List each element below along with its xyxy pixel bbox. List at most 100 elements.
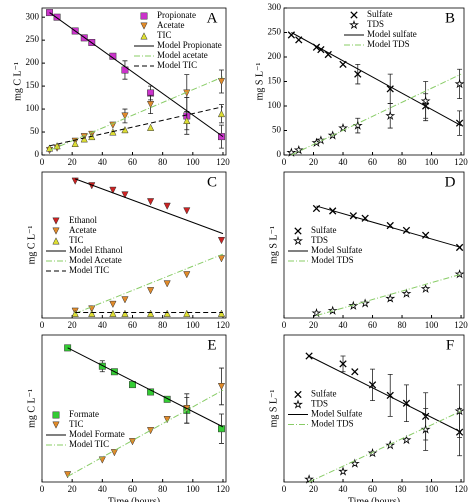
legend-label: Acetate <box>69 225 96 235</box>
model-line <box>74 253 224 314</box>
legend-marker <box>52 237 60 245</box>
x-tick-label: 60 <box>128 484 138 494</box>
legend-marker <box>52 217 60 225</box>
model-line <box>316 205 462 248</box>
marker <box>183 116 191 124</box>
marker <box>110 449 118 457</box>
x-tick-label: 60 <box>368 484 378 494</box>
marker <box>121 112 129 120</box>
y-tick-label: 150 <box>268 76 282 86</box>
legend-label: TDS <box>311 235 328 245</box>
marker <box>218 133 225 141</box>
x-tick-label: 40 <box>339 157 349 167</box>
panel-label: E <box>207 337 216 353</box>
marker <box>385 293 396 303</box>
marker <box>71 139 79 147</box>
marker <box>109 186 117 195</box>
marker <box>349 458 360 468</box>
legend-label: Sulfate <box>311 225 337 235</box>
marker <box>98 456 106 464</box>
y-axis-label: mg C L⁻¹ <box>26 389 37 428</box>
legend-label: Model TIC <box>69 439 109 449</box>
legend-label: Propionate <box>157 10 196 20</box>
marker <box>217 255 226 263</box>
model-line <box>49 76 224 151</box>
x-tick-label: 60 <box>368 157 378 167</box>
x-axis-label: Time (hours) <box>348 496 400 502</box>
model-line <box>49 106 224 147</box>
marker <box>287 31 296 39</box>
marker <box>163 309 171 317</box>
marker <box>338 466 348 476</box>
marker <box>146 123 155 131</box>
legend-marker <box>294 390 302 399</box>
x-tick-label: 20 <box>309 320 319 330</box>
marker <box>304 474 314 484</box>
model-line <box>49 12 224 138</box>
marker <box>420 96 431 106</box>
y-tick-label: 0 <box>35 149 40 159</box>
x-tick-label: 40 <box>98 484 108 494</box>
legend-marker <box>140 32 148 40</box>
x-tick-label: 0 <box>282 157 287 167</box>
model-line <box>291 32 462 127</box>
x-tick-label: 120 <box>216 157 230 167</box>
y-tick-label: 250 <box>268 27 282 37</box>
legend-marker <box>140 12 148 20</box>
x-tick-label: 40 <box>339 320 349 330</box>
x-tick-label: 100 <box>425 320 439 330</box>
marker <box>455 119 464 127</box>
legend-label: Model TIC <box>69 265 109 275</box>
legend-label: Model Sulfate <box>311 245 362 255</box>
x-tick-label: 120 <box>454 157 468 167</box>
marker <box>354 70 362 78</box>
y-tick-label: 200 <box>26 57 40 67</box>
marker <box>217 383 226 391</box>
legend-label: Formate <box>69 409 99 419</box>
marker <box>146 309 155 317</box>
x-tick-label: 80 <box>158 320 168 330</box>
marker <box>386 85 394 93</box>
marker <box>121 191 129 199</box>
x-tick-label: 100 <box>186 484 200 494</box>
legend-label: Sulfate <box>311 389 337 399</box>
y-tick-label: 300 <box>268 2 282 12</box>
marker <box>128 438 137 446</box>
legend-label: TIC <box>157 30 172 40</box>
legend-marker <box>52 227 60 235</box>
marker <box>349 212 358 220</box>
marker <box>217 236 226 245</box>
marker <box>454 405 465 416</box>
marker <box>454 269 465 279</box>
marker <box>286 147 297 157</box>
y-tick-label: 100 <box>26 103 40 113</box>
x-tick-label: 100 <box>186 320 200 330</box>
x-tick-label: 120 <box>216 484 230 494</box>
marker <box>163 395 171 403</box>
panel-label: F <box>446 337 454 353</box>
y-tick-label: 150 <box>26 80 40 90</box>
x-tick-label: 0 <box>282 484 287 494</box>
model-line <box>75 178 224 235</box>
legend-label: Model Propionate <box>157 40 222 50</box>
x-tick-label: 80 <box>158 157 168 167</box>
y-tick-label: 100 <box>268 100 282 110</box>
legend-marker <box>293 399 303 409</box>
legend-label: Model TIC <box>157 60 197 70</box>
marker <box>109 121 117 129</box>
x-tick-label: 20 <box>68 157 78 167</box>
legend-label: Model Acetate <box>69 255 122 265</box>
marker <box>64 471 72 479</box>
marker <box>109 300 117 309</box>
marker <box>183 309 191 317</box>
marker <box>109 52 117 60</box>
legend-marker <box>140 22 148 30</box>
legend-label: TDS <box>367 19 384 29</box>
x-tick-label: 0 <box>40 320 45 330</box>
marker <box>88 309 96 317</box>
model-line <box>67 347 224 428</box>
marker <box>217 109 226 118</box>
marker <box>146 198 155 206</box>
plot-frame <box>41 171 227 319</box>
x-tick-label: 60 <box>128 320 138 330</box>
